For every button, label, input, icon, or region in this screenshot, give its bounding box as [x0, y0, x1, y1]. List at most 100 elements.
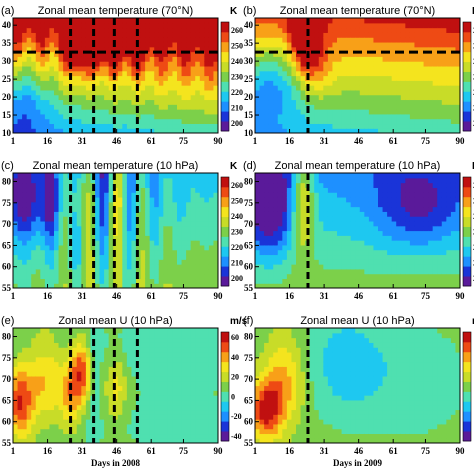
heatmap-cell — [405, 51, 411, 57]
heatmap-cell — [49, 244, 55, 251]
heatmap-cell — [204, 216, 210, 222]
heatmap-cell — [396, 177, 402, 184]
heatmap-cell — [450, 192, 457, 198]
heatmap-cell — [26, 428, 32, 435]
heatmap-cell — [350, 70, 356, 77]
heatmap-cell — [282, 211, 288, 217]
heatmap-cell — [428, 80, 434, 86]
heatmap-cell — [177, 235, 183, 241]
heatmap-cell — [432, 230, 438, 236]
heatmap-cell — [437, 278, 443, 284]
heatmap-cell — [104, 128, 110, 133]
heatmap-cell — [291, 61, 297, 67]
heatmap-cell — [58, 182, 64, 188]
heatmap-cell — [332, 268, 338, 275]
heatmap-cell — [26, 385, 32, 391]
heatmap-cell — [350, 118, 356, 125]
heatmap-cell — [54, 433, 60, 439]
heatmap-cell — [186, 61, 192, 67]
heatmap-cell — [314, 18, 320, 24]
heatmap-cell — [17, 75, 23, 81]
heatmap-cell — [26, 85, 32, 91]
heatmap-cell — [391, 177, 397, 184]
heatmap-cell — [314, 27, 320, 33]
heatmap-cell — [286, 113, 293, 120]
heatmap-cell — [35, 196, 41, 203]
heatmap-cell — [167, 196, 174, 203]
heatmap-cell — [441, 89, 447, 96]
colorbar-frame — [462, 21, 472, 132]
heatmap-cell — [108, 18, 114, 24]
heatmap-cell — [208, 61, 215, 67]
colorbar-tick-label: 200 — [231, 274, 243, 283]
heatmap-cell — [44, 390, 51, 396]
heatmap-cell — [323, 22, 329, 29]
heatmap-cell — [149, 109, 155, 115]
heatmap-cell — [213, 128, 218, 133]
heatmap-cell — [277, 182, 283, 188]
heatmap-cell — [90, 244, 96, 251]
heatmap-cell — [54, 399, 60, 406]
heatmap-cell — [140, 85, 146, 91]
heatmap-cell — [95, 18, 101, 24]
heatmap-cell — [108, 65, 114, 72]
heatmap-cell — [309, 56, 315, 62]
heatmap-cell — [54, 216, 60, 222]
heatmap-cell — [373, 128, 379, 133]
heatmap-cell — [332, 225, 338, 232]
heatmap-cell — [409, 37, 416, 43]
heatmap-cell — [85, 27, 92, 33]
heatmap-cell — [255, 177, 261, 184]
panel-label: (d) — [243, 160, 256, 172]
heatmap-cell — [332, 85, 338, 91]
heatmap-cell — [154, 27, 160, 33]
heatmap-cell — [391, 37, 397, 43]
heatmap-cell — [117, 61, 123, 67]
heatmap-cell — [17, 173, 23, 179]
heatmap-cell — [323, 94, 329, 101]
heatmap-cell — [67, 409, 73, 415]
heatmap-cell — [391, 230, 397, 236]
heatmap-cell — [44, 85, 51, 91]
heatmap-cell — [291, 128, 297, 133]
heatmap-cell — [387, 192, 393, 198]
heatmap-cell — [346, 104, 352, 110]
heatmap-cell — [277, 173, 283, 179]
heatmap-cell — [364, 104, 370, 110]
heatmap-cell — [300, 216, 306, 222]
heatmap-cell — [131, 104, 137, 110]
heatmap-cell — [350, 46, 356, 53]
heatmap-cell — [341, 51, 347, 57]
heatmap-cell — [149, 240, 155, 246]
heatmap-cell — [90, 423, 96, 430]
heatmap-cell — [85, 61, 92, 67]
heatmap-cell — [44, 240, 51, 246]
heatmap-cell — [455, 37, 460, 43]
heatmap-cell — [337, 32, 343, 38]
heatmap-cell — [117, 211, 123, 217]
heatmap-cell — [450, 206, 457, 212]
heatmap-cell — [387, 220, 393, 227]
heatmap-cell — [277, 268, 283, 275]
heatmap-cell — [186, 109, 192, 115]
heatmap-cell — [76, 32, 82, 38]
heatmap-cell — [186, 216, 192, 222]
heatmap-cell — [419, 206, 425, 212]
heatmap-cell — [387, 283, 393, 288]
heatmap-cell — [167, 177, 174, 184]
heatmap-cell — [104, 65, 110, 72]
heatmap-cell — [108, 123, 114, 129]
heatmap-cell — [181, 51, 187, 57]
heatmap-cell — [90, 347, 96, 353]
heatmap-cell — [26, 433, 32, 439]
heatmap-cell — [450, 230, 457, 236]
heatmap-cell — [405, 37, 411, 43]
heatmap-cell — [136, 99, 142, 105]
heatmap-cell — [423, 46, 429, 53]
heatmap-cell — [428, 201, 434, 208]
heatmap-cell — [81, 419, 87, 425]
heatmap-cell — [359, 244, 365, 251]
heatmap-cell — [423, 104, 429, 110]
heatmap-cell — [145, 32, 151, 38]
x-tick-label: 16 — [285, 136, 295, 146]
